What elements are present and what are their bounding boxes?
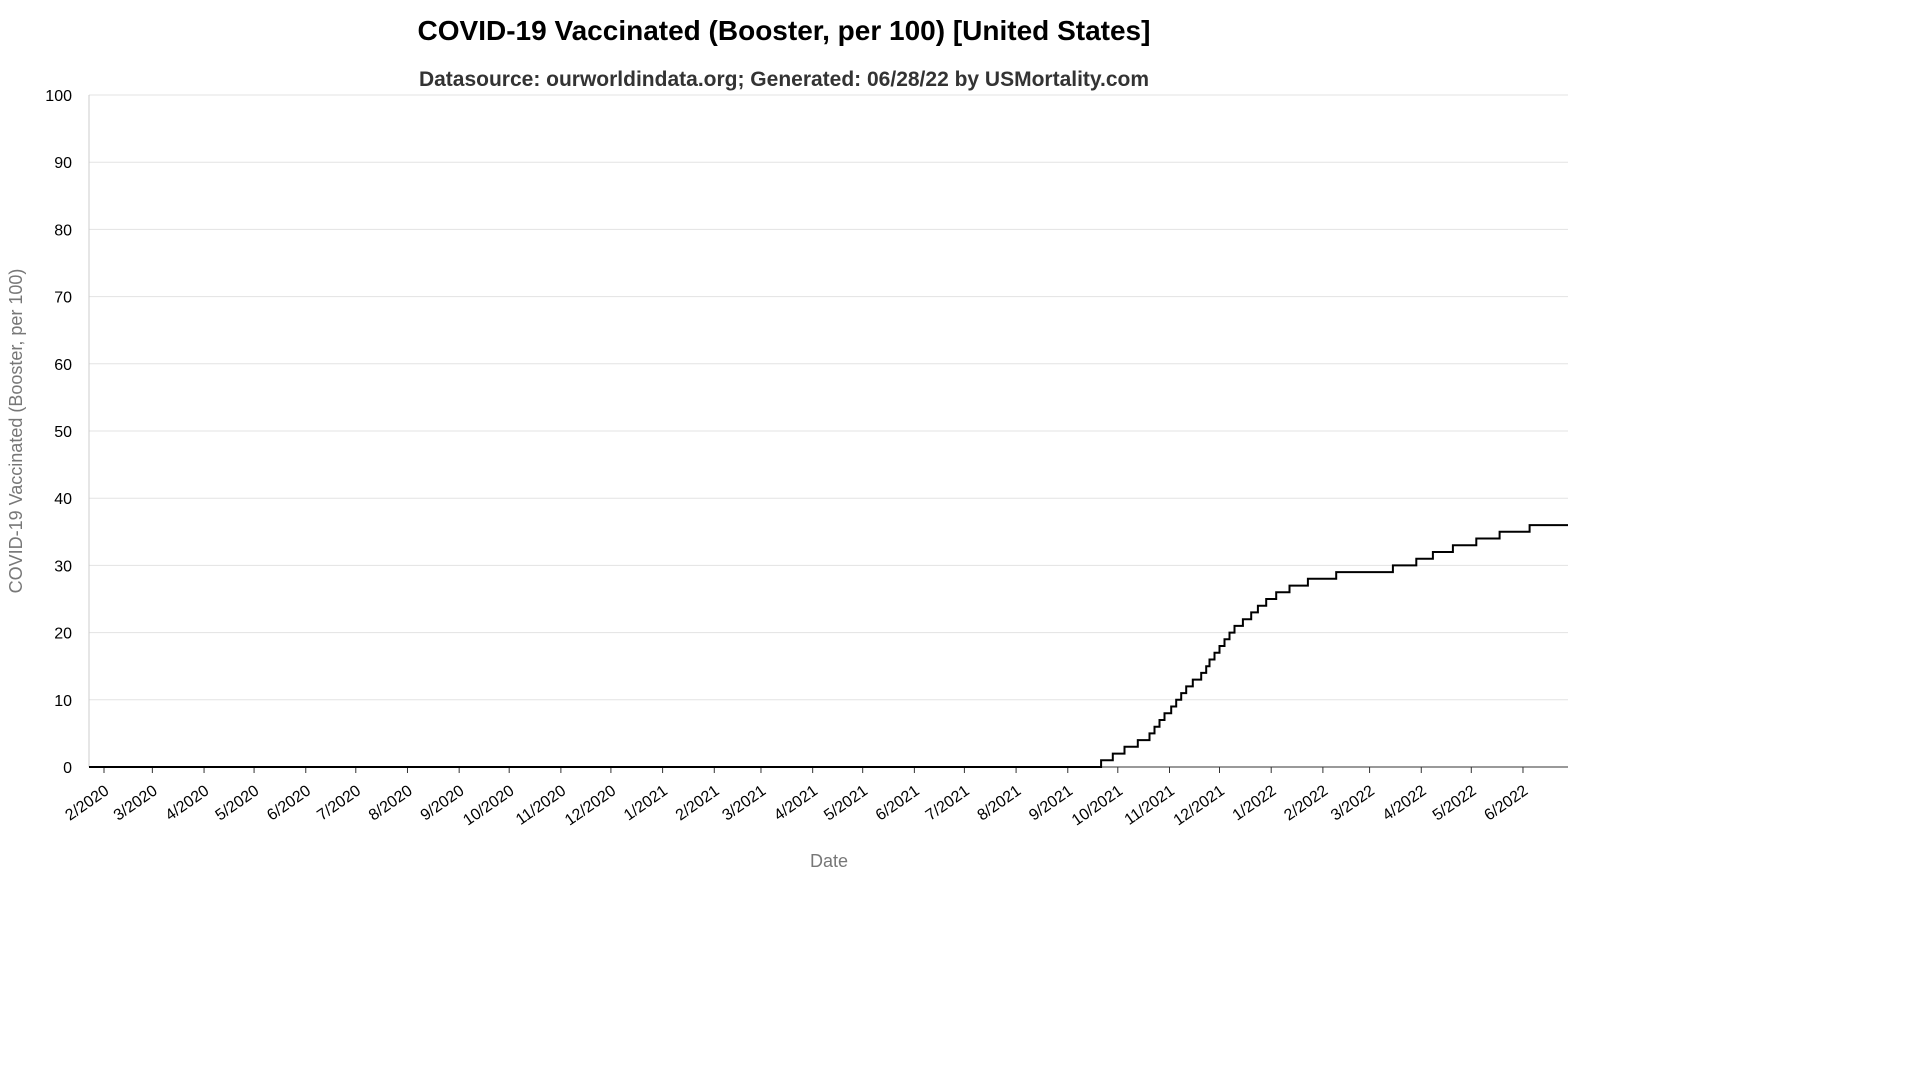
y-tick-label: 70	[54, 290, 72, 307]
x-tick-label: 11/2021	[1122, 782, 1178, 828]
series-line	[89, 524, 1568, 768]
x-tick-label: 9/2021	[1026, 782, 1076, 824]
x-tick-label: 12/2021	[1171, 782, 1228, 829]
x-tick-label: 11/2020	[513, 782, 569, 828]
grid-lines	[89, 94, 1568, 701]
y-axis-ticks: 0 10 20 30 40 50 60 70 80 90 100	[45, 88, 72, 777]
x-tick-label: 2/2022	[1281, 782, 1331, 824]
y-tick-label: 20	[54, 626, 72, 643]
x-tick-label: 8/2021	[975, 782, 1025, 824]
x-tick-label: 6/2020	[264, 782, 314, 824]
chart-canvas: COVID-19 Vaccinated (Booster, per 100) […	[6, 15, 1568, 871]
x-tick-label: 3/2022	[1328, 782, 1378, 824]
x-tick-label: 10/2020	[460, 782, 517, 829]
x-tick-label: 5/2021	[821, 782, 871, 824]
chart-title: COVID-19 Vaccinated (Booster, per 100) […	[418, 15, 1151, 46]
x-tick-label: 6/2021	[873, 782, 923, 824]
x-tick-label: 2/2021	[673, 782, 723, 824]
y-tick-label: 80	[54, 222, 72, 239]
y-tick-label: 30	[54, 558, 72, 575]
x-tick-label: 4/2022	[1380, 782, 1430, 824]
y-tick-label: 40	[54, 491, 72, 508]
x-axis-title: Date	[810, 851, 848, 871]
x-tick-label: 2/2020	[62, 782, 112, 824]
x-tick-label: 7/2020	[314, 782, 364, 824]
series-group	[89, 524, 1568, 768]
y-tick-label: 100	[45, 88, 72, 105]
x-tick-label: 7/2021	[923, 782, 973, 824]
x-tick-label: 1/2021	[621, 782, 671, 824]
x-tick-label: 5/2022	[1430, 782, 1480, 824]
x-tick-label: 6/2022	[1481, 782, 1531, 824]
y-axis-title: COVID-19 Vaccinated (Booster, per 100)	[6, 269, 26, 594]
x-tick-label: 5/2020	[213, 782, 263, 824]
x-tick-label: 12/2020	[562, 782, 619, 829]
x-tick-label: 8/2020	[366, 782, 416, 824]
y-tick-label: 10	[54, 693, 72, 710]
x-tick-label: 10/2021	[1069, 782, 1126, 829]
x-tick-label: 3/2020	[111, 782, 161, 824]
x-tick-label: 1/2022	[1230, 782, 1280, 824]
x-tick-label: 4/2020	[163, 782, 213, 824]
x-tick-label: 4/2021	[771, 782, 821, 824]
y-tick-label: 90	[54, 155, 72, 172]
chart-subtitle: Datasource: ourworldindata.org; Generate…	[419, 68, 1149, 91]
y-tick-label: 60	[54, 357, 72, 374]
x-tick-label: 9/2020	[418, 782, 468, 824]
y-tick-label: 50	[54, 424, 72, 441]
y-tick-label: 0	[63, 760, 72, 777]
x-tick-label: 3/2021	[719, 782, 769, 824]
